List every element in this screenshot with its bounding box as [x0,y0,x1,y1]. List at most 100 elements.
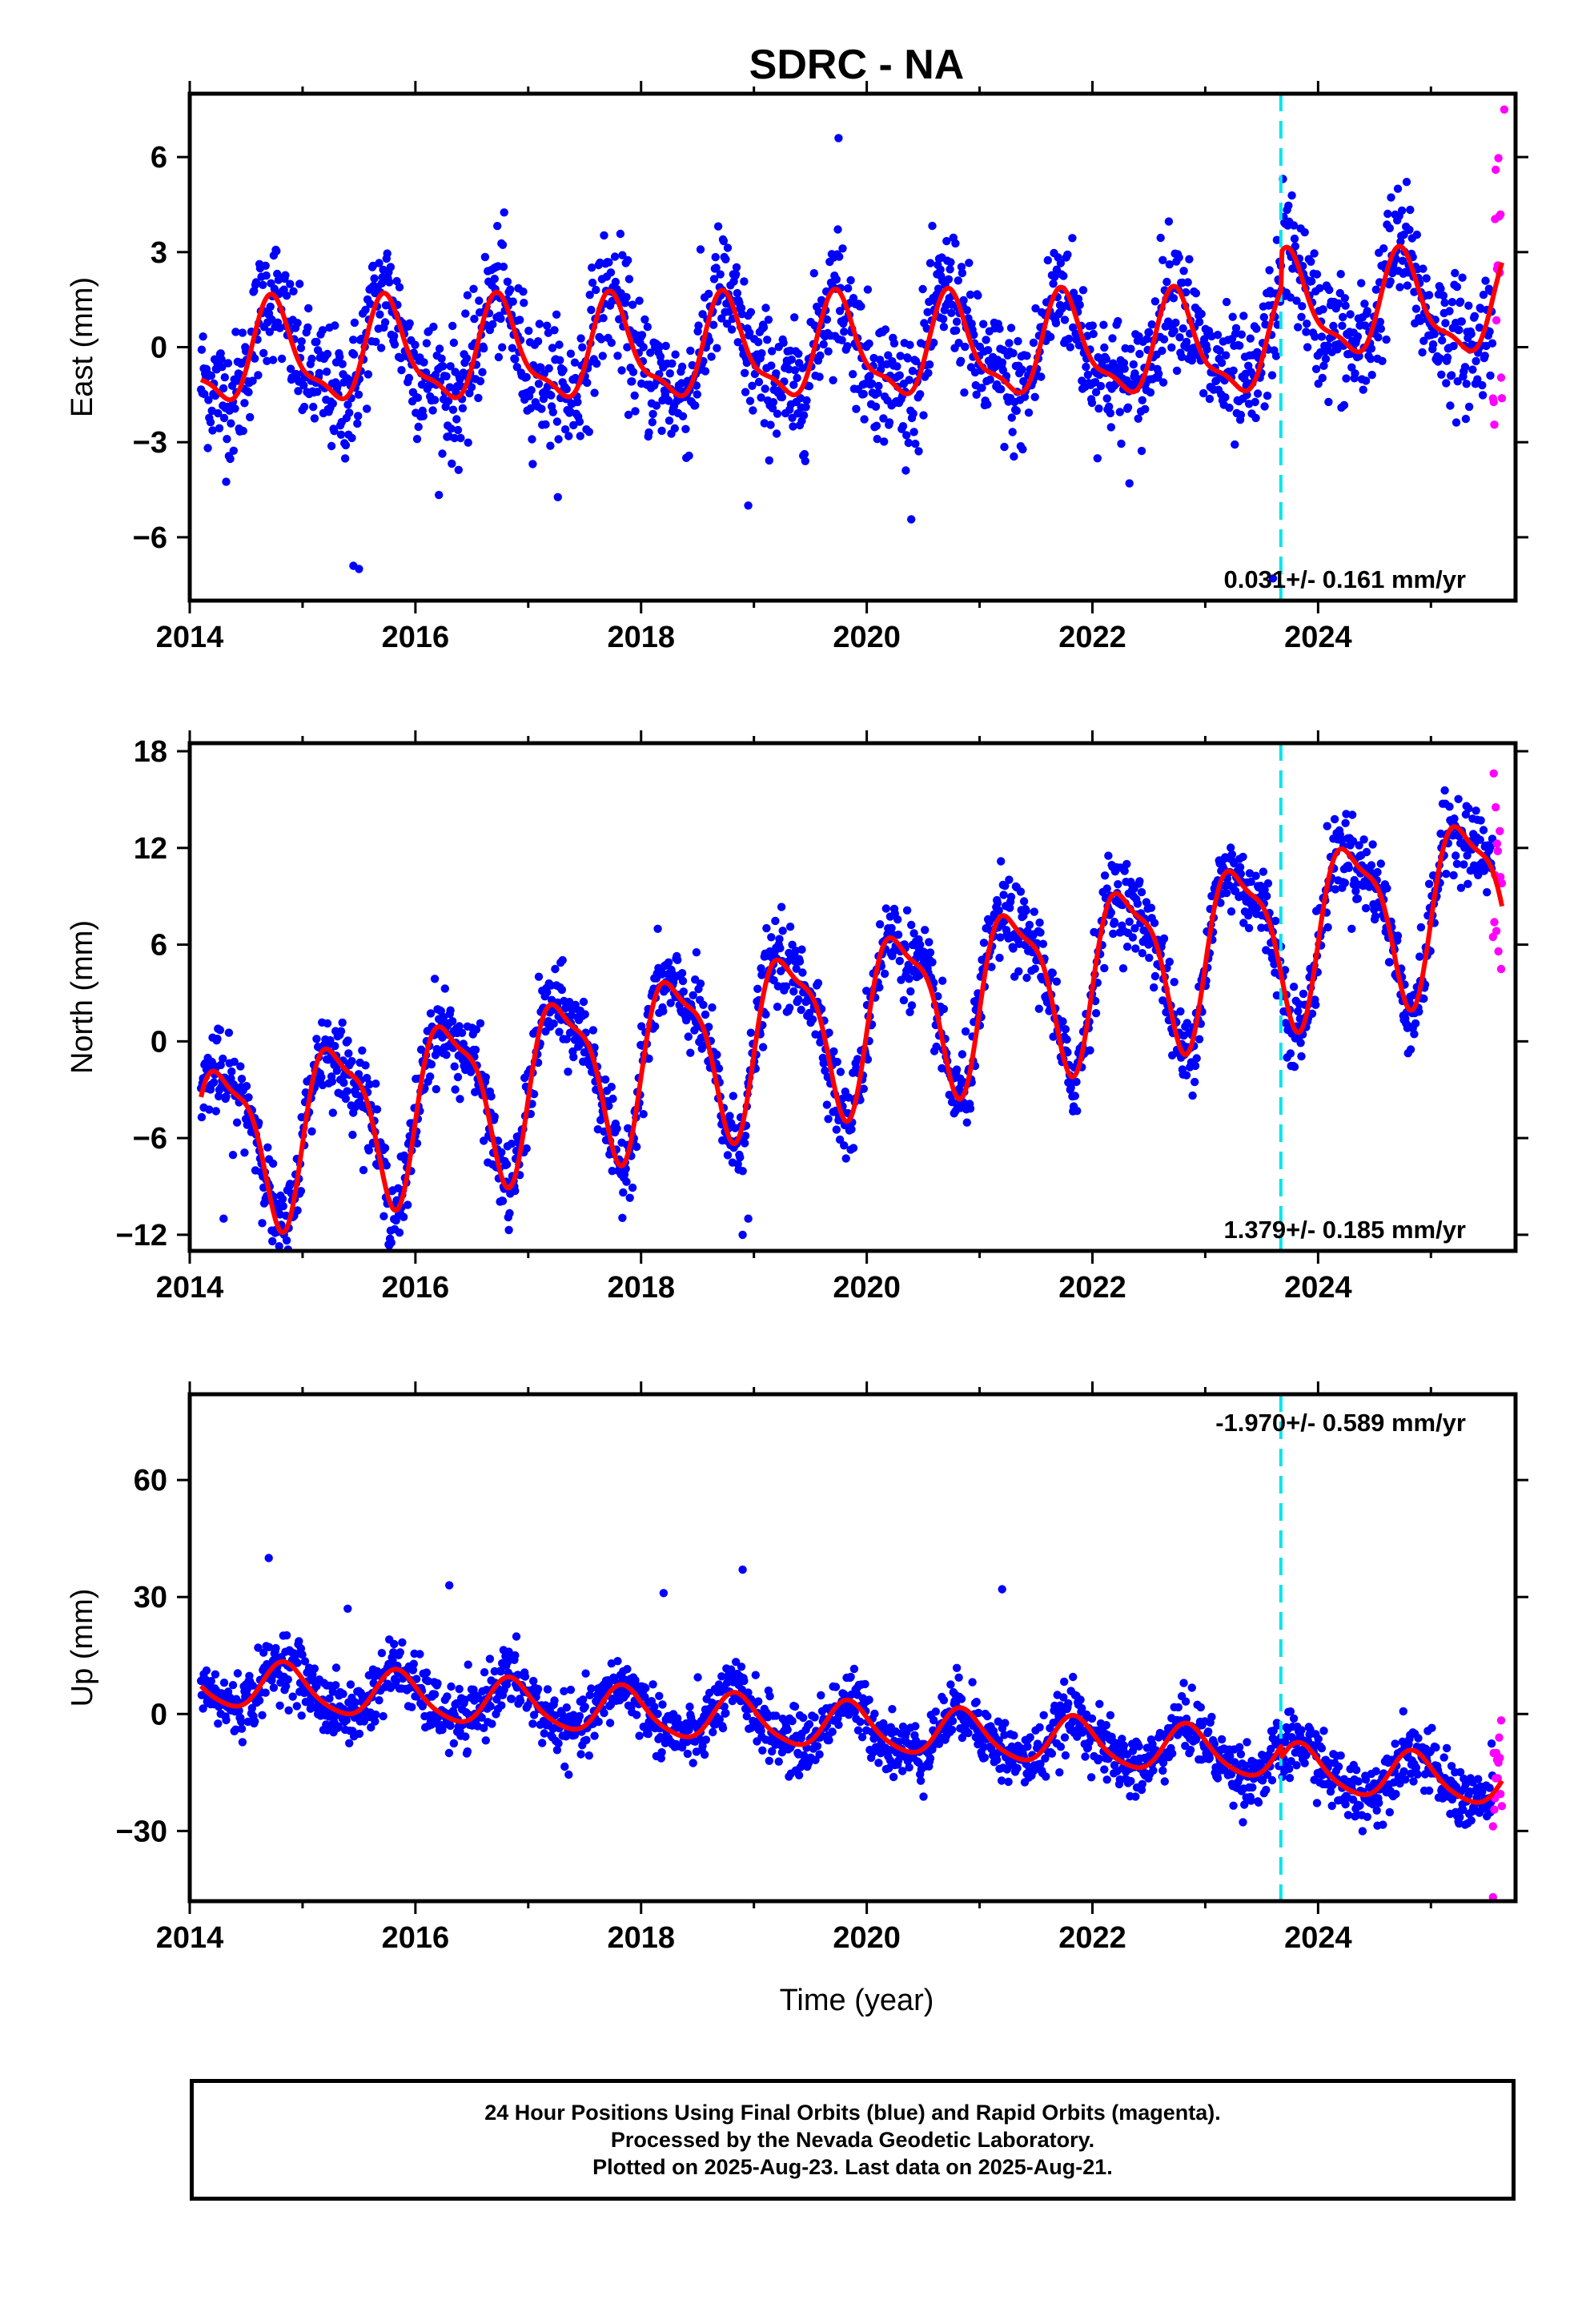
final-orbit-point [409,1659,418,1668]
final-orbit-point [1150,983,1158,992]
final-orbit-point [1479,826,1488,834]
final-orbit-point [631,407,640,416]
final-orbit-point [341,440,351,450]
final-orbit-point [962,306,972,315]
final-orbit-point [224,1028,234,1037]
final-orbit-point [1199,388,1208,398]
final-orbit-point [1357,279,1366,287]
final-orbit-point [433,1679,442,1688]
final-orbit-point [562,384,571,394]
final-orbit-point [552,1746,562,1755]
final-orbit-point [771,916,780,926]
final-orbit-point [657,426,666,436]
final-orbit-point [1373,867,1382,877]
final-orbit-point [1259,867,1268,876]
final-orbit-point [292,1702,301,1711]
final-orbit-point [239,426,247,436]
y-tick-label: −3 [133,426,167,460]
final-orbit-point [1030,392,1039,401]
final-orbit-point [522,372,531,382]
final-orbit-point [967,320,976,328]
final-orbit-point [952,1065,962,1074]
final-orbit-point [1359,385,1367,394]
final-orbit-point [291,1650,301,1659]
final-orbit-point [1342,810,1351,818]
final-orbit-point [527,386,536,395]
final-orbit-point [1078,286,1088,295]
final-orbit-point [740,1676,749,1686]
final-orbit-point [916,940,925,949]
final-orbit-point [1342,374,1351,383]
final-orbit-point [924,368,933,377]
final-orbit-point [1175,333,1184,342]
final-orbit-point [237,1075,247,1084]
final-orbit-point [309,402,318,412]
final-orbit-point [450,433,459,443]
final-orbit-point [223,359,233,368]
final-orbit-point [1428,340,1438,349]
final-orbit-point [1102,355,1111,364]
final-orbit-point [1066,1083,1075,1092]
final-orbit-point [805,1719,814,1729]
final-orbit-point [580,1703,589,1711]
final-orbit-point [1145,328,1154,337]
final-orbit-point [766,420,775,429]
final-orbit-point [637,1022,646,1031]
final-orbit-point [295,279,304,288]
final-orbit-point [268,1236,277,1246]
final-orbit-point [1362,847,1371,857]
final-orbit-point [622,292,631,302]
final-orbit-point [247,1703,256,1713]
final-orbit-point [1133,899,1142,908]
final-orbit-point [412,435,422,444]
final-orbit-point [754,1697,763,1706]
final-orbit-point [294,387,303,396]
final-orbit-point [1472,806,1480,815]
final-orbit-point [906,987,915,996]
final-orbit-point [678,976,688,986]
final-orbit-point [430,1690,440,1699]
final-orbit-point [458,404,468,412]
final-orbit-point [236,1062,245,1071]
final-orbit-point [490,1112,499,1121]
final-orbit-point [203,444,212,452]
final-orbit-point [865,339,873,348]
final-orbit-point [1093,454,1102,463]
final-orbit-point [600,231,608,240]
final-orbit-point [416,1045,426,1054]
final-orbit-point [1449,870,1458,880]
final-orbit-point [607,338,616,348]
final-orbit-point [582,1735,591,1744]
final-orbit-point [1310,249,1319,258]
final-orbit-point [1096,381,1106,391]
final-orbit-point [1115,408,1125,416]
final-orbit-point [1014,336,1022,346]
final-orbit-point [497,1148,506,1157]
final-orbit-point [1397,206,1407,215]
final-orbit-point [331,1681,340,1690]
final-orbit-point [1359,835,1368,844]
final-orbit-point [1286,293,1295,302]
final-orbit-point [555,340,564,349]
final-orbit-point [773,1003,782,1011]
final-orbit-point [926,259,935,267]
final-orbit-point [1066,343,1075,352]
final-orbit-point [846,1672,855,1682]
final-orbit-point [794,995,803,1004]
final-orbit-point [905,1007,914,1017]
final-orbit-point [711,252,720,262]
final-orbit-point [529,1711,539,1719]
final-orbit-point [477,1713,486,1722]
final-orbit-point [1221,393,1230,402]
final-orbit-point [798,968,807,977]
final-orbit-point [773,409,782,418]
final-orbit-point [1117,439,1126,448]
final-orbit-point [880,969,889,979]
final-orbit-point [430,396,440,404]
final-orbit-point [222,477,231,486]
final-orbit-point [1438,336,1447,345]
final-orbit-point [1464,402,1474,412]
final-orbit-point [1051,319,1061,328]
final-orbit-point [1006,903,1014,912]
final-orbit-point [600,1708,608,1718]
